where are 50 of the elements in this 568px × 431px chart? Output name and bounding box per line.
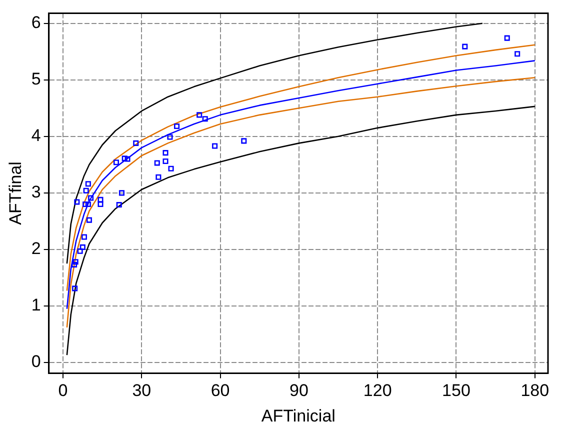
point [162,150,168,156]
point [83,188,89,194]
point [113,160,119,166]
x-tick-label: 90 [289,381,308,400]
point [85,181,91,187]
point [504,35,510,41]
x-axis-title: AFTinicial [261,406,336,426]
point [72,286,78,292]
point [156,174,162,180]
point [124,156,130,162]
point [168,166,174,172]
point [118,190,125,196]
x-tick-label: 150 [442,381,470,400]
x-tick-label: 0 [58,381,68,400]
point [116,202,122,208]
point [85,201,91,207]
point [86,217,92,223]
x-tick-label: 30 [132,381,152,400]
point [196,112,202,118]
y-tick-label: 1 [31,296,41,315]
x-tick-label: 60 [210,381,230,400]
y-tick-label: 0 [31,352,41,372]
point [80,244,86,250]
point [122,156,128,162]
y-tick-label: 3 [31,182,41,202]
y-tick-label: 6 [31,13,41,32]
point [174,123,180,129]
point [202,116,208,122]
point [98,196,104,202]
point [154,160,160,166]
y-tick-label: 2 [31,239,41,258]
y-axis-title: AFTfinal [6,162,25,225]
point [212,143,218,149]
point [81,234,88,240]
point [167,134,173,140]
point [72,259,78,265]
point [98,201,104,207]
point [133,140,139,146]
point [162,158,168,164]
point [462,44,468,50]
x-tick-label: 120 [363,381,392,400]
point [77,248,83,254]
point [88,195,94,201]
point [74,199,80,205]
y-tick-label: 5 [31,70,41,89]
y-tick-label: 4 [31,126,41,146]
point [514,51,520,57]
point [72,262,78,268]
point [241,138,247,144]
x-tick-label: 180 [520,381,550,400]
